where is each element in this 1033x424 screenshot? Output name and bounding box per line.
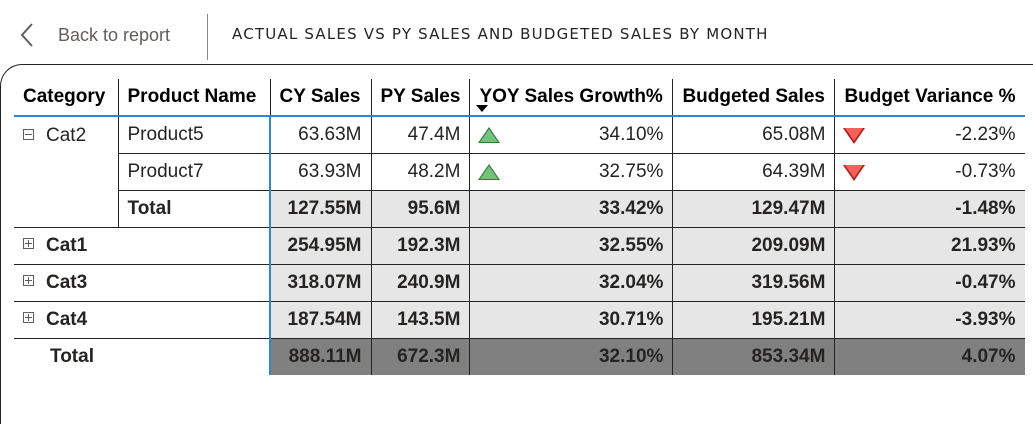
budget-cell: 319.56M — [672, 264, 836, 302]
product-cell: Product7 — [118, 153, 271, 191]
expand-icon[interactable] — [23, 238, 34, 250]
variance-value: -2.23% — [955, 123, 1016, 145]
header-py-sales[interactable]: PY Sales — [371, 79, 471, 117]
subtotal-label: Total — [118, 190, 271, 228]
triangle-up-icon — [478, 127, 501, 143]
cy-sales-cell: 63.63M — [269, 116, 372, 154]
grand-total-budget: 853.34M — [672, 338, 836, 375]
yoy-cell: 30.71% — [469, 301, 674, 339]
variance-value: -0.73% — [955, 160, 1016, 182]
grand-total-py: 672.3M — [371, 338, 471, 375]
yoy-cell: 34.10% — [469, 116, 674, 154]
category-cell-cat1: Cat1 — [14, 227, 271, 265]
visual-canvas — [0, 64, 1033, 424]
header-budget-variance[interactable]: Budget Variance % — [834, 79, 1025, 117]
category-cell-cat4: Cat4 — [14, 301, 271, 339]
table-row-cat3: Cat3 318.07M 240.9M 32.04% 319.56M -0.47… — [14, 264, 1025, 302]
variance-cell: -0.73% — [834, 153, 1025, 191]
subtotal-py: 95.6M — [371, 190, 471, 228]
page-title: ACTUAL SALES VS PY SALES AND BUDGETED SA… — [232, 25, 769, 43]
category-label: Cat4 — [46, 308, 88, 330]
py-sales-cell: 48.2M — [371, 153, 471, 191]
yoy-cell: 32.04% — [469, 264, 674, 302]
category-label: Cat1 — [46, 234, 88, 256]
chevron-left-icon — [20, 23, 33, 47]
sort-descending-icon — [476, 105, 489, 112]
yoy-cell: 32.55% — [469, 227, 674, 265]
py-sales-cell: 240.9M — [371, 264, 471, 302]
subtotal-variance: -1.48% — [834, 190, 1025, 228]
yoy-value: 34.10% — [598, 123, 664, 145]
subtotal-row: Total 127.55M 95.6M 33.42% 129.47M -1.48… — [14, 190, 1025, 228]
yoy-value: 32.75% — [598, 160, 664, 182]
category-cell-cat2: Cat2 — [14, 116, 119, 228]
header-product-name[interactable]: Product Name — [118, 79, 271, 117]
top-bar: Back to report ACTUAL SALES VS PY SALES … — [0, 0, 1033, 66]
expand-icon[interactable] — [23, 312, 34, 324]
budget-cell: 65.08M — [672, 116, 836, 154]
table-row-cat4: Cat4 187.54M 143.5M 30.71% 195.21M -3.93… — [14, 301, 1025, 339]
product-cell: Product5 — [118, 116, 271, 154]
divider — [207, 14, 208, 60]
triangle-up-icon — [478, 163, 501, 180]
subtotal-budget: 129.47M — [672, 190, 836, 228]
grand-total-label: Total — [14, 338, 271, 375]
table-row: Cat2 Product5 63.63M 47.4M 34.10% 65.08M… — [14, 116, 1025, 228]
table-row: Product7 63.93M 48.2M 32.75% 64.39M -0.7… — [14, 153, 1025, 191]
category-cell-cat3: Cat3 — [14, 264, 271, 302]
header-cy-sales[interactable]: CY Sales — [270, 79, 372, 117]
cy-sales-cell: 318.07M — [269, 264, 372, 302]
expand-icon[interactable] — [23, 275, 34, 287]
variance-cell: -2.23% — [834, 116, 1025, 154]
budget-cell: 195.21M — [672, 301, 836, 339]
py-sales-cell: 47.4M — [371, 116, 471, 154]
grand-total-row: Total 888.11M 672.3M 32.10% 853.34M 4.07… — [14, 338, 1025, 375]
table-row-cat1: Cat1 254.95M 192.3M 32.55% 209.09M 21.93… — [14, 227, 1025, 265]
budget-cell: 64.39M — [672, 153, 836, 191]
header-row: Category Product Name CY Sales PY Sales … — [14, 79, 1025, 117]
back-to-report-button[interactable]: Back to report — [20, 18, 170, 52]
subtotal-cy: 127.55M — [269, 190, 372, 228]
budget-cell: 209.09M — [672, 227, 836, 265]
cy-sales-cell: 187.54M — [269, 301, 372, 339]
cy-sales-cell: 254.95M — [269, 227, 372, 265]
grand-total-yoy: 32.10% — [469, 338, 674, 375]
variance-cell: -3.93% — [834, 301, 1025, 339]
category-label: Cat2 — [46, 125, 87, 146]
category-label: Cat3 — [46, 271, 88, 293]
triangle-down-icon — [843, 128, 866, 144]
grand-total-cy: 888.11M — [269, 338, 372, 375]
yoy-cell: 32.75% — [469, 153, 674, 191]
grand-total-variance: 4.07% — [834, 338, 1025, 375]
variance-cell: 21.93% — [834, 227, 1025, 265]
cy-sales-cell: 63.93M — [269, 153, 372, 191]
collapse-icon[interactable] — [23, 128, 34, 140]
header-category[interactable]: Category — [14, 79, 119, 117]
py-sales-cell: 143.5M — [371, 301, 471, 339]
py-sales-cell: 192.3M — [371, 227, 471, 265]
sales-matrix: Category Product Name CY Sales PY Sales … — [14, 79, 1025, 375]
back-label: Back to report — [58, 24, 171, 45]
subtotal-yoy: 33.42% — [469, 190, 674, 228]
triangle-down-icon — [843, 164, 866, 181]
header-yoy-sales-growth[interactable]: YOY Sales Growth% — [469, 79, 674, 117]
header-budgeted-sales[interactable]: Budgeted Sales — [672, 79, 836, 117]
header-yoy-label: YOY Sales Growth% — [479, 86, 663, 107]
variance-cell: -0.47% — [834, 264, 1025, 302]
